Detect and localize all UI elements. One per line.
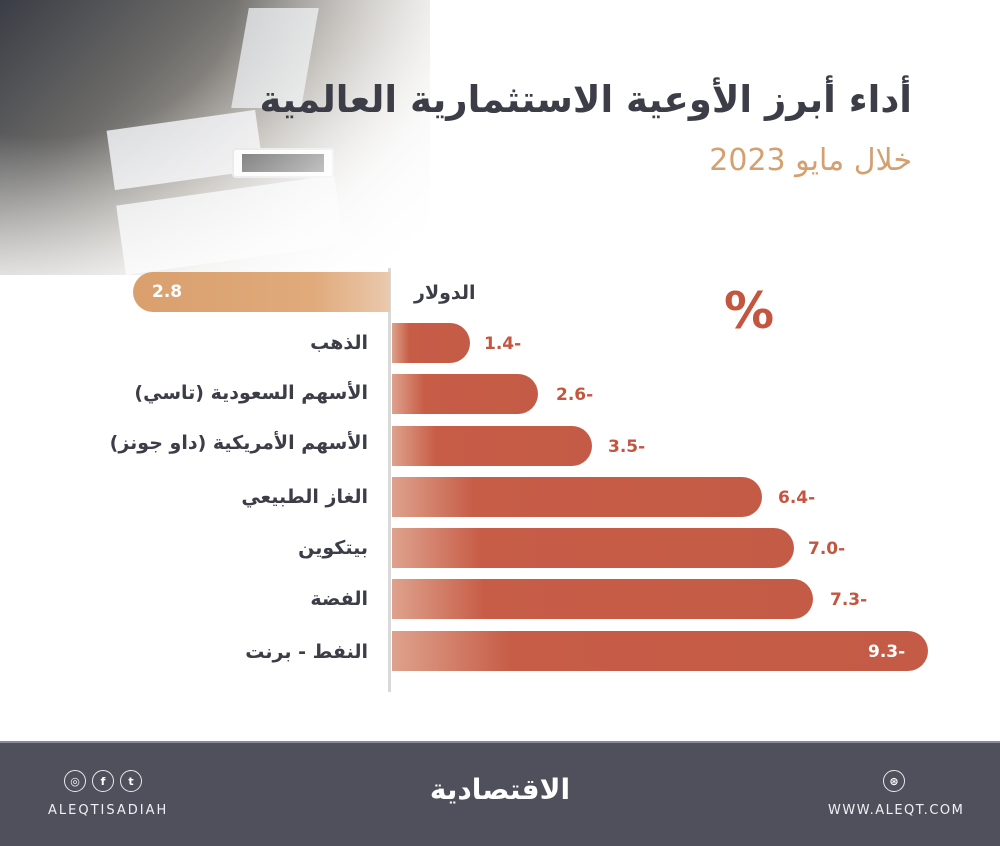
bar-value: 9.3- [868,642,906,662]
brand-logo: الاقتصادية [429,773,571,806]
bar-value: 2.6- [556,385,594,405]
bar-natural-gas [392,477,762,517]
website-link[interactable]: WWW.ALEQT.COM [828,803,965,818]
bar-label: الدولار [414,282,476,304]
bar-label: الأسهم الأمريكية (داو جونز) [109,432,368,454]
social-links: ◎ f t [64,770,142,792]
social-handle: ALEQTISADIAH [48,803,169,818]
bar-silver [392,579,813,619]
bar-dollar [133,272,390,312]
bar-brent [392,631,928,671]
bar-value: 6.4- [778,488,816,508]
page-title: أداء أبرز الأوعية الاستثمارية العالمية [259,78,913,121]
bar-label: الذهب [310,332,368,354]
bar-tasi [392,374,538,414]
header-photo [0,0,430,275]
footer: ◎ f t ALEQTISADIAH الاقتصادية ⊛ WWW.ALEQ… [0,741,1000,846]
bar-value: 1.4- [484,334,522,354]
bar-bitcoin [392,528,794,568]
bar-label: بيتكوين [298,537,368,559]
page-subtitle: خلال مايو 2023 [709,143,912,178]
zero-axis [388,268,391,692]
bar-label: النفط - برنت [245,641,368,663]
unit-label: % [724,282,775,340]
bar-label: الغاز الطبيعي [241,486,368,508]
bar-value: 7.3- [830,590,868,610]
globe-icon[interactable]: ⊛ [883,770,905,792]
bar-value: 3.5- [608,437,646,457]
bar-dow-jones [392,426,592,466]
instagram-icon[interactable]: ◎ [64,770,86,792]
twitter-icon[interactable]: t [120,770,142,792]
bar-gold [392,323,470,363]
bar-value: 7.0- [808,539,846,559]
bar-label: الفضة [310,588,368,610]
bar-value: 2.8 [152,282,183,302]
facebook-icon[interactable]: f [92,770,114,792]
bar-label: الأسهم السعودية (تاسي) [134,382,368,404]
